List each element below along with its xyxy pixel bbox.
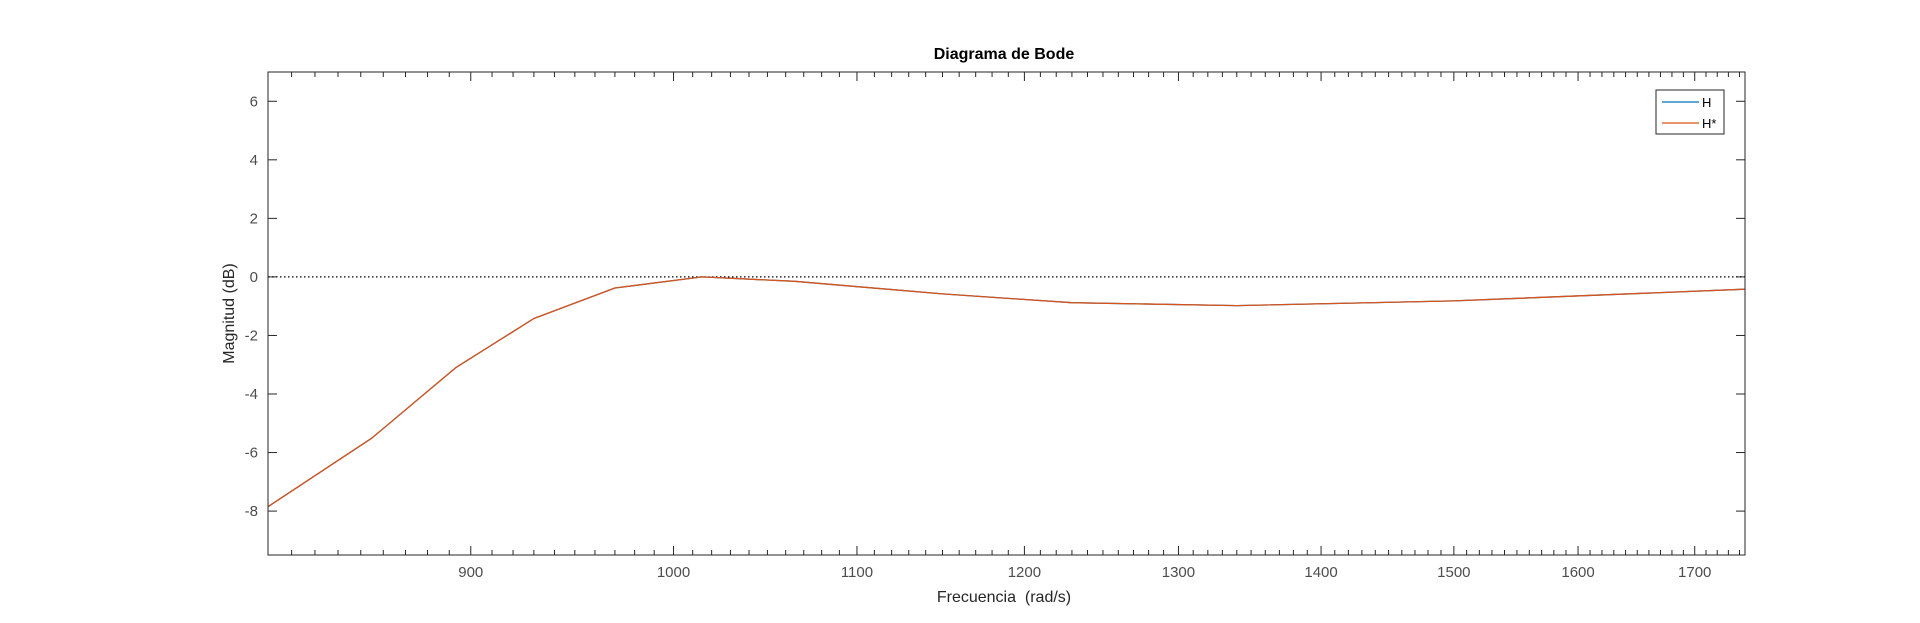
x-tick-label: 900: [458, 564, 483, 581]
x-tick-label: 1600: [1561, 564, 1594, 581]
y-tick-label: -6: [245, 445, 258, 462]
x-tick-label: 1000: [657, 564, 690, 581]
y-axis-label: Magnitud (dB): [221, 263, 238, 364]
series-lines: [267, 276, 1746, 508]
legend-label-h: H: [1702, 95, 1711, 110]
y-tick-label: 0: [250, 269, 258, 286]
y-tick-labels: 6 4 2 0 -2 -4 -6 -8: [245, 93, 258, 520]
y-tick-label: -4: [245, 386, 258, 403]
x-axis-label: Frecuencia (rad/s): [937, 589, 1071, 606]
x-tick-label: 1200: [1008, 564, 1041, 581]
x-tick-label: 1500: [1437, 564, 1470, 581]
y-tick-label: -2: [245, 327, 258, 344]
x-tick-label: 1100: [841, 564, 873, 581]
axes-box: [267, 71, 1746, 556]
x-tick-labels: 900 1000 1100 1200 1300 1400 1500 1600 1700: [458, 564, 1711, 581]
legend-box: [1655, 89, 1725, 135]
y-tick-label: 4: [250, 152, 258, 169]
legend-label-h-star: H*: [1702, 116, 1716, 131]
legend[interactable]: H H*: [1655, 89, 1725, 135]
y-tick-label: 2: [250, 210, 258, 227]
x-tick-label: 1300: [1162, 564, 1195, 581]
y-tick-label: 6: [250, 93, 258, 110]
chart-title: Diagrama de Bode: [934, 46, 1075, 63]
y-tick-label: -8: [245, 503, 258, 520]
x-tick-label: 1400: [1304, 564, 1337, 581]
series-line-h-star: [267, 276, 1746, 508]
plot-area: [268, 72, 1745, 555]
x-tick-label: 1700: [1678, 564, 1711, 581]
axis-ticks: [268, 72, 1745, 555]
